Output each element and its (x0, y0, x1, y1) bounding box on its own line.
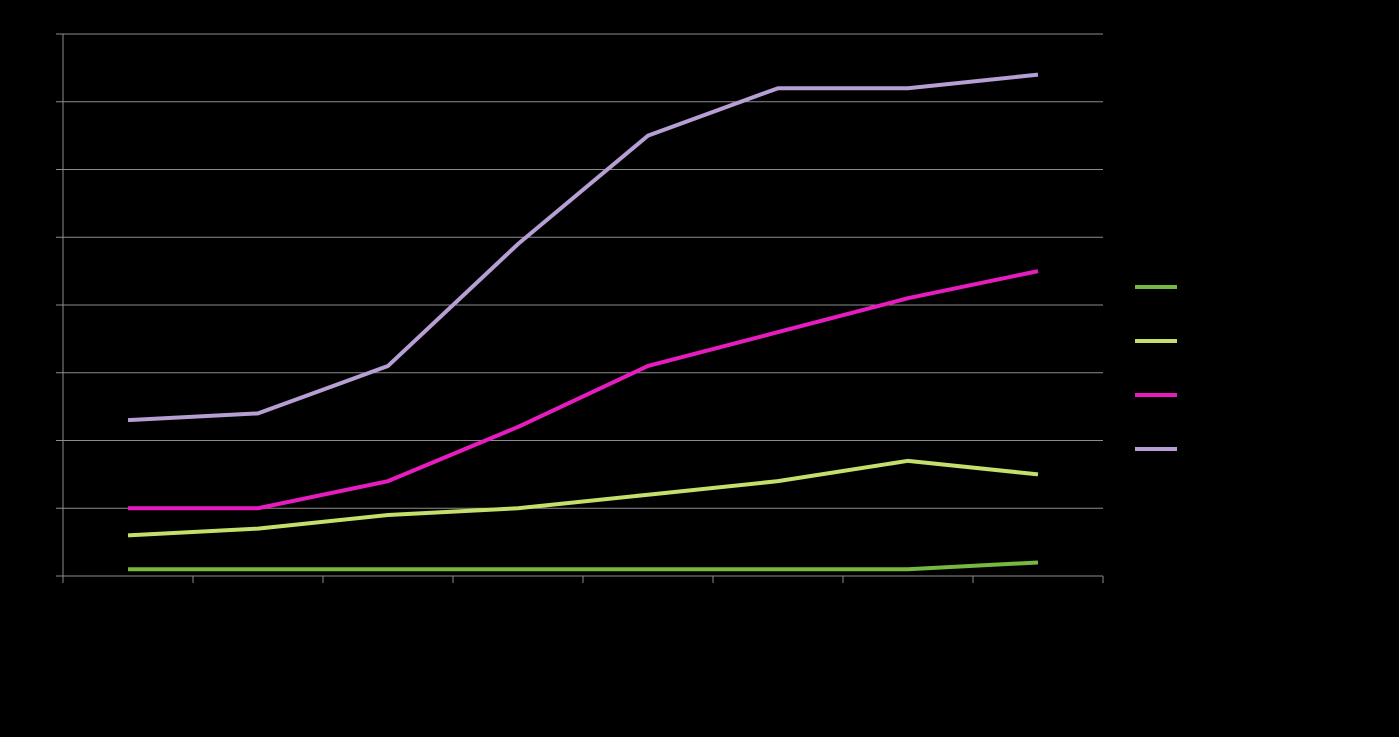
series-line (127, 72, 1039, 423)
series-line (127, 458, 1039, 538)
series-line (128, 560, 1039, 572)
series-line (128, 269, 1039, 511)
